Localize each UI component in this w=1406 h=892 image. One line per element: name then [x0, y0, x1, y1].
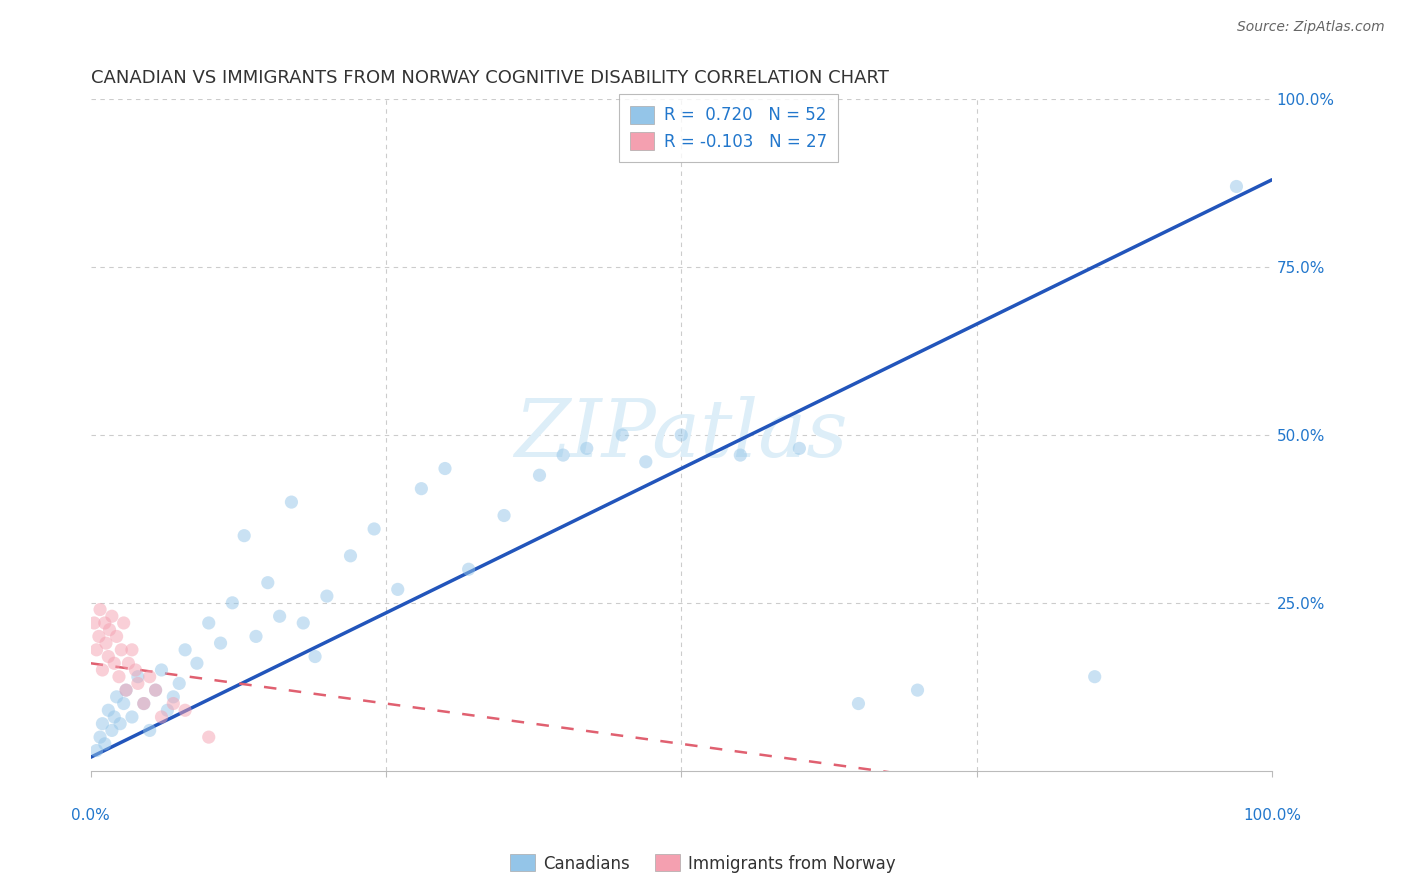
Point — [101, 609, 124, 624]
Point — [280, 495, 302, 509]
Point — [115, 683, 138, 698]
Point — [789, 442, 811, 456]
Point — [1225, 179, 1247, 194]
Legend: R =  0.720   N = 52, R = -0.103   N = 27: R = 0.720 N = 52, R = -0.103 N = 27 — [619, 94, 838, 162]
Point — [103, 657, 125, 671]
Point — [411, 482, 433, 496]
Point — [256, 575, 278, 590]
Point — [103, 710, 125, 724]
Point — [457, 562, 479, 576]
Point — [83, 615, 105, 630]
Point — [197, 730, 219, 744]
Point — [89, 730, 111, 744]
Point — [245, 629, 267, 643]
Point — [108, 670, 131, 684]
Point — [94, 737, 117, 751]
Point — [86, 643, 108, 657]
Point — [848, 697, 870, 711]
Point — [174, 703, 197, 717]
Point — [150, 710, 173, 724]
Point — [292, 615, 315, 630]
Point — [110, 643, 132, 657]
Point — [115, 683, 138, 698]
Legend: Canadians, Immigrants from Norway: Canadians, Immigrants from Norway — [503, 847, 903, 880]
Point — [89, 602, 111, 616]
Point — [91, 663, 114, 677]
Point — [575, 442, 598, 456]
Point — [612, 428, 634, 442]
Point — [138, 723, 160, 738]
Point — [907, 683, 929, 698]
Point — [108, 716, 131, 731]
Point — [145, 683, 167, 698]
Point — [127, 670, 149, 684]
Point — [434, 461, 457, 475]
Point — [233, 529, 256, 543]
Point — [162, 697, 184, 711]
Point — [315, 589, 337, 603]
Point — [221, 596, 243, 610]
Point — [138, 670, 160, 684]
Point — [98, 623, 121, 637]
Point — [87, 629, 110, 643]
Text: CANADIAN VS IMMIGRANTS FROM NORWAY COGNITIVE DISABILITY CORRELATION CHART: CANADIAN VS IMMIGRANTS FROM NORWAY COGNI… — [90, 69, 889, 87]
Point — [197, 615, 219, 630]
Text: 100.0%: 100.0% — [1243, 807, 1301, 822]
Point — [387, 582, 409, 597]
Point — [162, 690, 184, 704]
Text: ZIPatlas: ZIPatlas — [515, 396, 848, 474]
Point — [186, 657, 208, 671]
Point — [671, 428, 693, 442]
Point — [529, 468, 551, 483]
Point — [363, 522, 385, 536]
Point — [1084, 670, 1107, 684]
Point — [101, 723, 124, 738]
Point — [209, 636, 232, 650]
Point — [174, 643, 197, 657]
Point — [145, 683, 167, 698]
Point — [124, 663, 146, 677]
Point — [121, 643, 143, 657]
Point — [304, 649, 326, 664]
Point — [553, 448, 575, 462]
Point — [127, 676, 149, 690]
Point — [112, 697, 135, 711]
Text: Source: ZipAtlas.com: Source: ZipAtlas.com — [1237, 20, 1385, 34]
Point — [269, 609, 291, 624]
Point — [94, 615, 117, 630]
Point — [132, 697, 155, 711]
Point — [97, 703, 120, 717]
Point — [105, 690, 128, 704]
Point — [634, 455, 657, 469]
Point — [494, 508, 516, 523]
Point — [105, 629, 128, 643]
Point — [97, 649, 120, 664]
Point — [86, 743, 108, 757]
Text: 0.0%: 0.0% — [72, 807, 110, 822]
Point — [112, 615, 135, 630]
Point — [167, 676, 190, 690]
Point — [121, 710, 143, 724]
Point — [156, 703, 179, 717]
Point — [117, 657, 139, 671]
Point — [94, 636, 117, 650]
Point — [150, 663, 173, 677]
Point — [339, 549, 361, 563]
Point — [132, 697, 155, 711]
Point — [730, 448, 752, 462]
Point — [91, 716, 114, 731]
